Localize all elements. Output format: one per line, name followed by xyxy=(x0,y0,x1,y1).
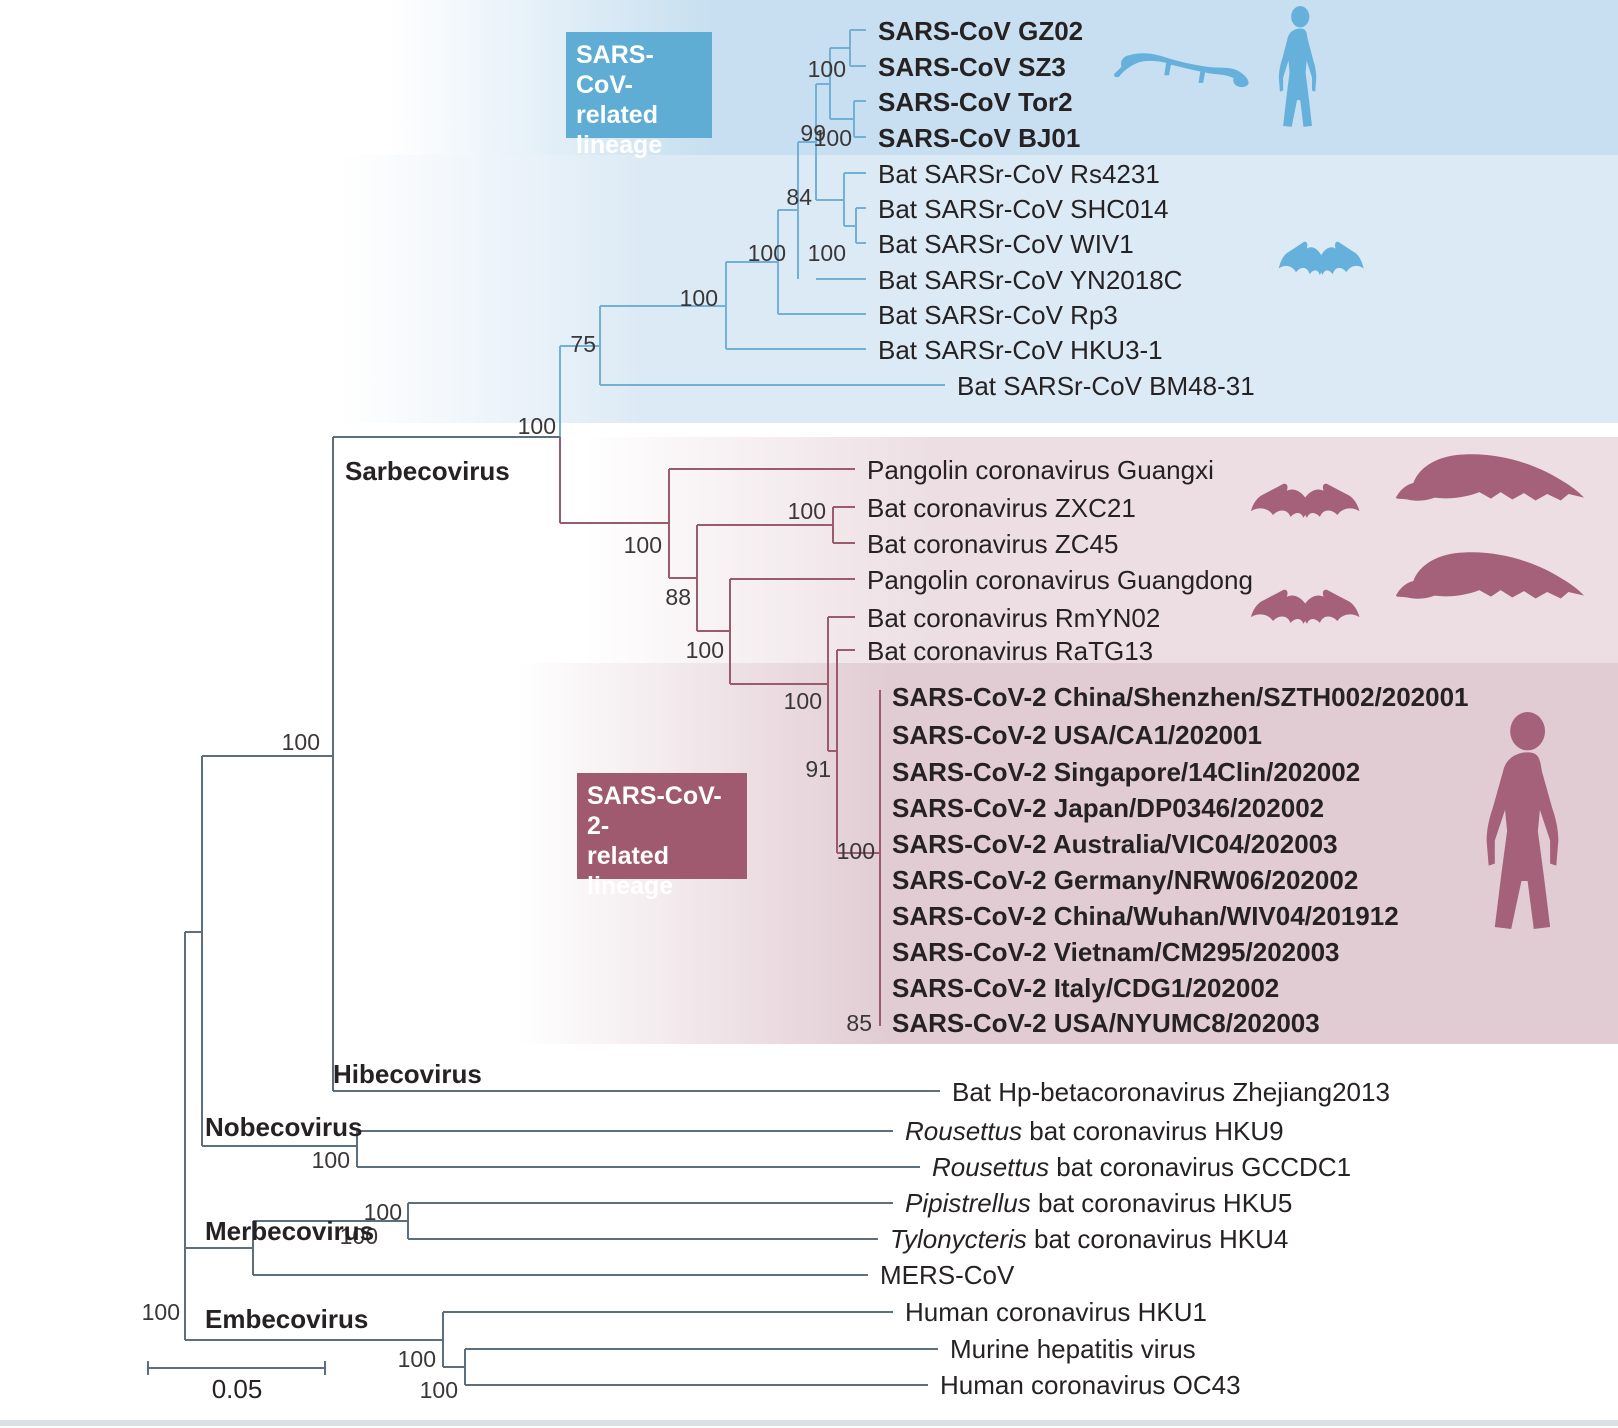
support-value: 100 xyxy=(398,1346,436,1372)
taxon-label-hku4: Tylonycteris bat coronavirus HKU4 xyxy=(890,1224,1288,1254)
support-value: 100 xyxy=(680,285,718,311)
support-value: 100 xyxy=(340,1223,378,1249)
lineage-box-line: lineage xyxy=(587,872,674,900)
genus-label-nobecovirus: Nobecovirus xyxy=(205,1112,363,1142)
support-value: 100 xyxy=(808,240,846,266)
genus-label-hibecovirus: Hibecovirus xyxy=(333,1059,482,1089)
support-value: 100 xyxy=(142,1299,180,1325)
support-value: 100 xyxy=(814,125,852,151)
support-value: 100 xyxy=(518,413,556,439)
taxon-label-sars2-vietnam: SARS-CoV-2 Vietnam/CM295/202003 xyxy=(892,937,1340,967)
taxon-label-mers: MERS-CoV xyxy=(880,1260,1015,1290)
taxon-label-zc45: Bat coronavirus ZC45 xyxy=(867,529,1118,559)
genus-label-embecovirus: Embecovirus xyxy=(205,1304,368,1334)
genus-label-merbecovirus: Merbecovirus xyxy=(205,1216,374,1246)
taxon-label-zhejiang2013: Bat Hp-betacoronavirus Zhejiang2013 xyxy=(952,1077,1390,1107)
support-value: 75 xyxy=(570,331,596,357)
taxon-label-sars2-germany: SARS-CoV-2 Germany/NRW06/202002 xyxy=(892,865,1358,895)
bat-icon xyxy=(1250,483,1360,518)
support-value: 100 xyxy=(808,56,846,82)
taxon-label-sars-cov-tor2: SARS-CoV Tor2 xyxy=(878,87,1073,117)
lineage-box-line: SARS-CoV- xyxy=(576,41,654,99)
taxon-label-hku5: Pipistrellus bat coronavirus HKU5 xyxy=(905,1188,1292,1218)
support-value: 85 xyxy=(846,1010,872,1036)
taxon-label-gccdc1: Rousettus bat coronavirus GCCDC1 xyxy=(932,1152,1351,1182)
human-icon xyxy=(1486,712,1559,929)
taxon-label-hku3-1: Bat SARSr-CoV HKU3-1 xyxy=(878,335,1163,365)
bat-sarsr-clade-band xyxy=(0,155,1618,423)
pangolin-icon xyxy=(1395,552,1585,599)
taxon-label-yn2018c: Bat SARSr-CoV YN2018C xyxy=(878,265,1182,295)
lineage-box-line: SARS-CoV-2- xyxy=(587,782,722,840)
taxon-label-rp3: Bat SARSr-CoV Rp3 xyxy=(878,300,1118,330)
taxon-label-pangolin-guangxi: Pangolin coronavirus Guangxi xyxy=(867,455,1214,485)
support-value: 100 xyxy=(784,688,822,714)
taxon-label-ratg13: Bat coronavirus RaTG13 xyxy=(867,636,1153,666)
blue-clade-branches xyxy=(559,29,945,437)
support-value: 99 xyxy=(800,120,826,146)
support-value: 91 xyxy=(805,756,831,782)
support-value: 100 xyxy=(788,498,826,524)
taxon-label-oc43: Human coronavirus OC43 xyxy=(940,1370,1241,1400)
civet-icon xyxy=(1113,53,1249,88)
taxon-label-sars2-singapore: SARS-CoV-2 Singapore/14Clin/202002 xyxy=(892,757,1360,787)
taxon-label-rs4231: Bat SARSr-CoV Rs4231 xyxy=(878,159,1160,189)
support-value: 100 xyxy=(312,1147,350,1173)
scale-bar xyxy=(147,1361,326,1375)
maroon-clade-branches xyxy=(559,437,881,1026)
sars2-related-upper-band xyxy=(0,437,1618,663)
taxon-label-hku9: Rousettus bat coronavirus HKU9 xyxy=(905,1116,1284,1146)
scale-bar-label: 0.05 xyxy=(212,1374,263,1404)
support-value: 100 xyxy=(686,637,724,663)
taxon-label-wiv1: Bat SARSr-CoV WIV1 xyxy=(878,229,1134,259)
taxon-label-sars2-usa-ca1: SARS-CoV-2 USA/CA1/202001 xyxy=(892,720,1262,750)
taxon-label-sars2-australia: SARS-CoV-2 Australia/VIC04/202003 xyxy=(892,829,1338,859)
sars-cov-related-lineage-box: SARS-CoV- related lineage xyxy=(566,32,712,159)
bat-icon xyxy=(1278,241,1364,276)
human-icon xyxy=(1278,6,1317,127)
taxon-label-sars-cov-gz02: SARS-CoV GZ02 xyxy=(878,16,1083,46)
figure-bottom-border xyxy=(0,1420,1618,1426)
bat-icon xyxy=(1250,589,1360,624)
lineage-box-line: related xyxy=(576,101,658,129)
taxon-label-rmyn02: Bat coronavirus RmYN02 xyxy=(867,603,1160,633)
taxon-label-sars-cov-bj01: SARS-CoV BJ01 xyxy=(878,123,1080,153)
taxon-label-sars-cov-sz3: SARS-CoV SZ3 xyxy=(878,52,1066,82)
support-value: 100 xyxy=(420,1377,458,1403)
taxon-label-sars2-shenzhen: SARS-CoV-2 China/Shenzhen/SZTH002/202001 xyxy=(892,682,1469,712)
taxon-label-sars2-japan: SARS-CoV-2 Japan/DP0346/202002 xyxy=(892,793,1324,823)
support-value: 88 xyxy=(665,584,691,610)
support-value: 100 xyxy=(282,729,320,755)
support-value: 100 xyxy=(748,240,786,266)
genus-label-sarbecovirus: Sarbecovirus xyxy=(345,456,510,486)
support-value: 100 xyxy=(837,838,875,864)
support-value: 100 xyxy=(624,532,662,558)
taxon-label-sars2-italy: SARS-CoV-2 Italy/CDG1/202002 xyxy=(892,973,1279,1003)
taxon-label-shc014: Bat SARSr-CoV SHC014 xyxy=(878,194,1168,224)
lineage-box-line: related xyxy=(587,842,669,870)
backbone-branches xyxy=(184,436,940,1386)
taxon-label-murine: Murine hepatitis virus xyxy=(950,1334,1196,1364)
support-value: 100 xyxy=(364,1199,402,1225)
sars-cov-2-related-lineage-box: SARS-CoV-2- related lineage xyxy=(577,773,747,900)
support-value: 84 xyxy=(786,184,812,210)
taxon-label-sars2-wuhan: SARS-CoV-2 China/Wuhan/WIV04/201912 xyxy=(892,901,1399,931)
taxon-label-sars2-nyumc8: SARS-CoV-2 USA/NYUMC8/202003 xyxy=(892,1008,1320,1038)
sars2-clade-band xyxy=(0,663,1618,1044)
taxon-label-bm48-31: Bat SARSr-CoV BM48-31 xyxy=(957,371,1255,401)
taxon-label-hku1: Human coronavirus HKU1 xyxy=(905,1297,1207,1327)
lineage-box-line: lineage xyxy=(576,131,663,159)
taxon-label-pangolin-guangdong: Pangolin coronavirus Guangdong xyxy=(867,565,1253,595)
sars-cov-clade-band xyxy=(0,0,1618,155)
pangolin-icon xyxy=(1395,454,1585,501)
taxon-label-zxc21: Bat coronavirus ZXC21 xyxy=(867,493,1136,523)
